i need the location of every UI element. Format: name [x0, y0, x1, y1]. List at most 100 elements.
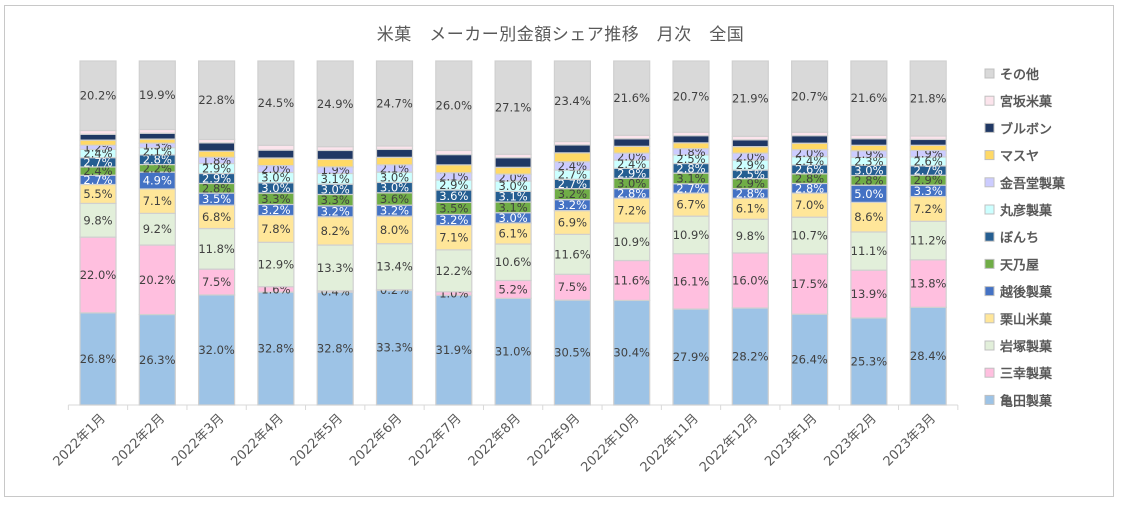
data-label: 30.4%: [613, 346, 650, 360]
data-label: 2.9%: [914, 173, 943, 187]
data-label: 2.7%: [83, 155, 112, 169]
bar-segment: [850, 317, 888, 406]
legend-label: 三幸製菓: [1000, 366, 1053, 382]
data-label: 32.0%: [198, 343, 235, 357]
data-label: 26.0%: [436, 99, 473, 113]
data-label: 20.7%: [673, 90, 710, 104]
data-label: 3.1%: [498, 200, 527, 214]
bar-segment: [257, 149, 295, 159]
data-label: 11.6%: [554, 247, 591, 261]
data-label: 3.6%: [439, 189, 468, 203]
bar-segment: [435, 153, 473, 166]
data-label: 28.2%: [732, 349, 769, 363]
data-label: 21.6%: [851, 91, 888, 105]
bar-segment: [316, 291, 354, 406]
bar-segment: [435, 60, 473, 152]
data-label: 6.1%: [498, 227, 527, 241]
bar-segment: [672, 135, 710, 144]
data-label: 3.5%: [202, 192, 231, 206]
data-label: 3.0%: [617, 176, 646, 190]
bar-segment: [790, 216, 829, 255]
bar-segment: [553, 144, 592, 154]
data-label: 31.9%: [436, 343, 473, 357]
data-label: 3.2%: [321, 204, 350, 218]
data-label: 30.5%: [554, 346, 591, 360]
data-label: 13.4%: [376, 260, 413, 274]
data-label: 24.9%: [317, 97, 354, 111]
data-label: 9.8%: [83, 213, 112, 227]
legend-swatch: [984, 204, 995, 215]
bar-segment: [198, 227, 236, 270]
bar-segment: [257, 241, 295, 288]
data-label: 12.9%: [258, 257, 295, 271]
bar-segment: [909, 144, 947, 152]
legend-swatch: [984, 95, 995, 106]
bar-segment: [672, 60, 710, 133]
data-label: 2.9%: [736, 158, 765, 172]
data-label: 3.1%: [498, 190, 527, 204]
bar-segment: [375, 289, 414, 406]
data-label: 6.9%: [558, 216, 587, 230]
data-label: 2.7%: [676, 181, 705, 195]
data-label: 3.0%: [498, 211, 527, 225]
bar-segment: [909, 220, 947, 261]
data-label: 2.4%: [558, 159, 587, 173]
bar-segment: [672, 253, 710, 310]
data-label: 3.3%: [321, 193, 350, 207]
legend-swatch: [984, 258, 995, 269]
data-label: 16.1%: [673, 274, 710, 288]
bar-segment: [435, 164, 473, 174]
data-label: 32.8%: [317, 342, 354, 356]
data-label: 21.6%: [613, 91, 650, 105]
data-label: 3.0%: [854, 163, 883, 177]
bar-segment: [79, 133, 117, 141]
legend-label: ぼんち: [1000, 231, 1039, 246]
chart-title: 米菓 メーカー別金額シェア推移 月次 全国: [376, 25, 745, 45]
data-label: 10.9%: [613, 235, 650, 249]
legend-label: 岩塚製菓: [999, 339, 1053, 355]
data-label: 3.1%: [321, 172, 350, 186]
bar-segment: [257, 144, 295, 151]
legend-label: 栗山米菓: [1000, 312, 1053, 328]
data-label: 11.6%: [613, 273, 650, 287]
bar-segment: [257, 60, 295, 146]
data-label: 2.9%: [202, 171, 231, 185]
bar-segment: [375, 215, 414, 245]
data-label: 9.8%: [736, 229, 765, 243]
bar-segment: [494, 157, 532, 168]
data-label: 2.8%: [676, 161, 705, 175]
bar-segment: [79, 312, 117, 406]
data-label: 11.8%: [198, 242, 235, 256]
data-label: 20.7%: [791, 90, 828, 104]
x-tick-label: 2022年9月: [525, 411, 583, 469]
bar-segment: [613, 259, 651, 302]
x-tick-label: 2022年8月: [466, 411, 524, 469]
bar-segment: [257, 214, 295, 243]
bar-segment: [553, 152, 592, 163]
data-label: 3.0%: [261, 171, 290, 185]
data-label: 2.6%: [914, 154, 943, 168]
data-label: 7.2%: [617, 204, 646, 218]
data-label: 5.5%: [83, 187, 112, 201]
data-label: 8.2%: [321, 224, 350, 238]
bar-segment: [790, 60, 829, 133]
data-label: 7.2%: [914, 202, 943, 216]
data-label: 26.4%: [791, 353, 828, 367]
bar-segment: [198, 150, 236, 158]
bar-segment: [138, 212, 176, 246]
data-label: 3.0%: [498, 179, 527, 193]
data-label: 13.3%: [317, 261, 354, 275]
bar-segment: [435, 224, 473, 251]
bar-segment: [613, 222, 651, 262]
data-label: 2.7%: [83, 173, 112, 187]
bar-segment: [375, 148, 414, 158]
legend-label: 丸彦製菓: [999, 203, 1053, 219]
x-tick-label: 2023年3月: [881, 411, 939, 469]
data-label: 26.8%: [80, 352, 117, 366]
data-label: 2.4%: [83, 147, 112, 161]
data-label: 2.5%: [736, 167, 765, 181]
bar-segment: [138, 138, 176, 144]
data-label: 8.0%: [380, 223, 409, 237]
legend-label: ブルボン: [1000, 121, 1052, 137]
data-label: 2.8%: [795, 172, 824, 186]
